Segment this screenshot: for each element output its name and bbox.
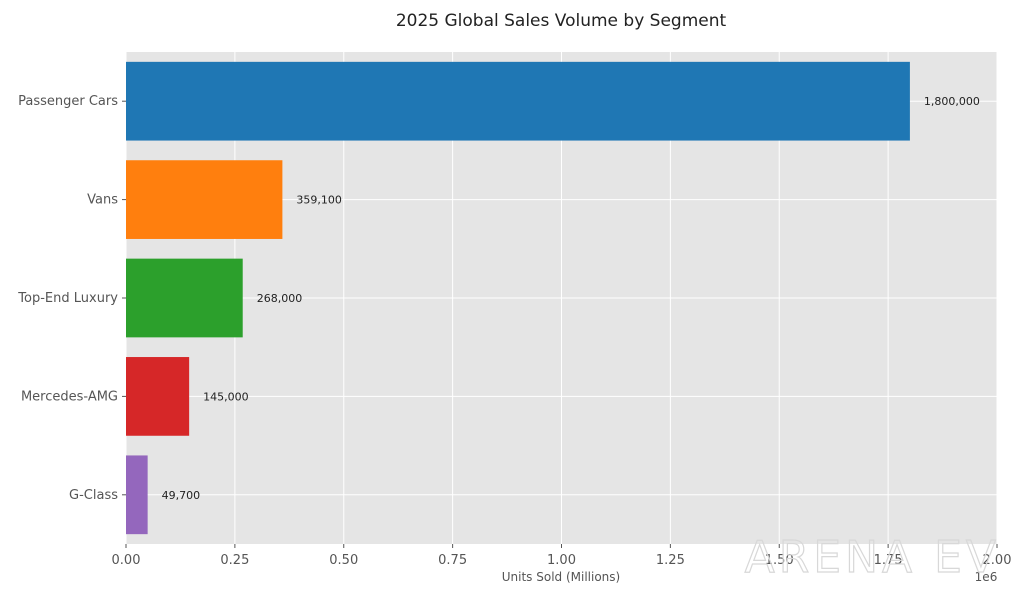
x-tick-label: 0.00: [112, 553, 141, 568]
watermark-logo: ARENA EV: [745, 532, 1000, 583]
bar: [126, 258, 243, 338]
x-tick-label: 0.25: [220, 553, 249, 568]
bar-value-label: 145,000: [203, 390, 249, 403]
x-tick-label: 0.50: [329, 553, 358, 568]
x-tick-label: 2.00: [983, 553, 1012, 568]
bars: 1,800,000 359,100 268,000 145,000 49,700: [126, 61, 980, 535]
x-tick-label: 1.50: [765, 553, 794, 568]
x-tick-label: 1.75: [874, 553, 903, 568]
x-tick-label: 1.00: [547, 553, 576, 568]
bar-value-label: 1,800,000: [924, 95, 980, 108]
y-category-label: Top-End Luxury: [17, 291, 118, 306]
x-axis-offset-label: 1e6: [975, 570, 998, 584]
x-axis-ticks: 0.00 0.25 0.50 0.75 1.00 1.25 1.50 1.75 2.00: [112, 544, 1012, 568]
y-category-label: Mercedes-AMG: [21, 389, 118, 404]
x-axis-label: Units Sold (Millions): [502, 570, 620, 584]
bar-value-label: 49,700: [162, 489, 201, 502]
y-category-label: Passenger Cars: [18, 94, 118, 109]
bar: [126, 357, 190, 436]
bar: [126, 160, 283, 239]
y-category-label: Vans: [87, 193, 118, 208]
bar: [126, 61, 910, 141]
x-tick-label: 1.25: [656, 553, 685, 568]
bar-value-label: 268,000: [257, 292, 303, 305]
y-axis-categories: Passenger Cars Vans Top-End Luxury Mercedes…: [17, 94, 126, 503]
bar: [126, 455, 148, 535]
y-category-label: G-Class: [69, 488, 118, 503]
x-tick-label: 0.75: [438, 553, 467, 568]
bar-value-label: 359,100: [296, 194, 342, 207]
chart-title: 2025 Global Sales Volume by Segment: [396, 11, 727, 31]
